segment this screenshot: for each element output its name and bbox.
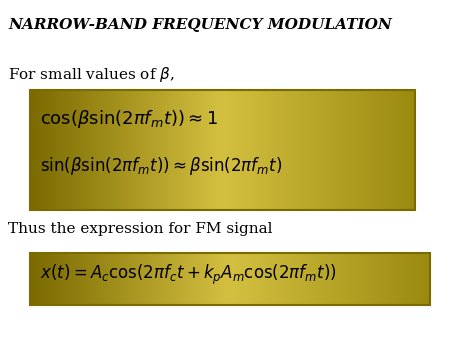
Bar: [30, 253, 430, 305]
Text: $\cos(\beta\sin(2\pi f_m t)) \approx 1$: $\cos(\beta\sin(2\pi f_m t)) \approx 1$: [40, 108, 218, 130]
Text: $\sin(\beta\sin(2\pi f_m t)) \approx \beta\sin(2\pi f_m t)$: $\sin(\beta\sin(2\pi f_m t)) \approx \be…: [40, 155, 282, 177]
Text: $x(t) = A_c\cos(2\pi f_c t + k_p A_m\cos(2\pi f_m t))$: $x(t) = A_c\cos(2\pi f_c t + k_p A_m\cos…: [40, 263, 337, 287]
Bar: [30, 90, 415, 210]
Text: Thus the expression for FM signal: Thus the expression for FM signal: [8, 222, 273, 236]
Text: NARROW-BAND FREQUENCY MODULATION: NARROW-BAND FREQUENCY MODULATION: [8, 18, 392, 32]
Text: For small values of $\beta$,: For small values of $\beta$,: [8, 65, 175, 84]
